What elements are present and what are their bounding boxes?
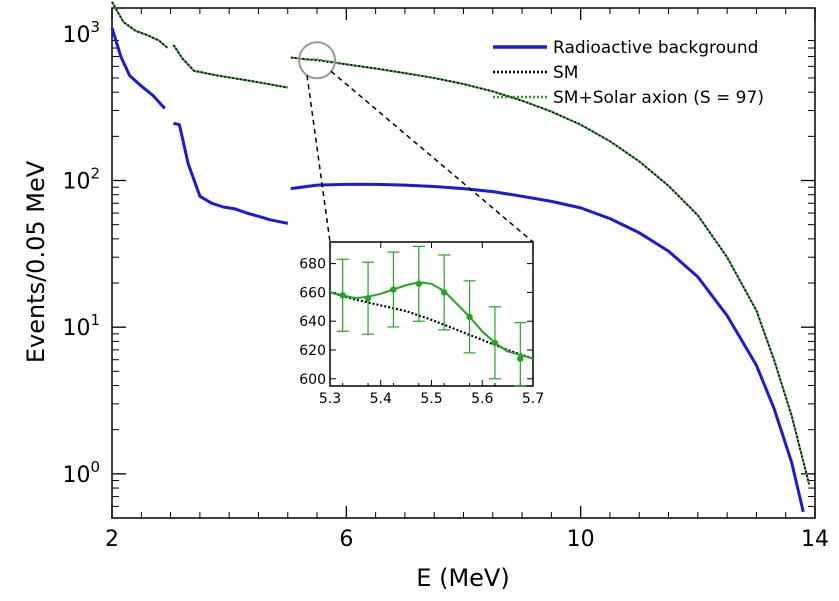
inset-y-tick-label: 620 xyxy=(299,343,326,359)
inset-data-point xyxy=(390,286,397,293)
inset-data-point xyxy=(517,355,524,362)
series-layer xyxy=(110,1,811,513)
legend: Radioactive background SM SM+Solar axion (… xyxy=(493,38,764,108)
inset-data-point xyxy=(491,339,499,346)
inset-data-point xyxy=(415,280,423,287)
inset-x-tick-label: 5.7 xyxy=(522,391,544,407)
inset-plot: 5.3 5.4 5.5 5.6 5.7 600 620 640 660 680 xyxy=(299,241,544,407)
inset-x-tick-label: 5.5 xyxy=(420,391,442,407)
legend-label: SM xyxy=(553,63,578,83)
zoom-circle xyxy=(298,41,337,80)
inset-y-tick-label: 640 xyxy=(299,314,326,330)
series-line-background xyxy=(290,182,805,513)
series-line-sm xyxy=(111,1,169,49)
series-line-background xyxy=(110,27,166,110)
inset-x-tick-label: 5.3 xyxy=(319,391,341,407)
x-axis-label: E (MeV) xyxy=(416,564,509,592)
zoom-connector-left xyxy=(306,75,331,243)
y-tick-label: 103 xyxy=(62,18,100,48)
legend-label: SM+Solar axion (S = 97) xyxy=(553,88,764,108)
inset-x-tick-label: 5.6 xyxy=(471,391,493,407)
series-line-axion xyxy=(290,56,811,485)
x-tick-label: 10 xyxy=(567,527,595,552)
inset-y-tick-label: 660 xyxy=(299,285,326,301)
series-line-axion xyxy=(111,1,169,49)
inset-x-tick-label: 5.4 xyxy=(370,391,392,407)
y-tick-label: 101 xyxy=(62,311,100,341)
zoom-layer xyxy=(298,41,534,243)
inset-y-tick-label: 680 xyxy=(299,257,326,273)
axis-ticks xyxy=(111,8,816,519)
series-line-sm xyxy=(172,44,288,89)
y-tick-label: 102 xyxy=(62,165,100,195)
series-line-axion xyxy=(172,44,288,89)
y-tick-label: 100 xyxy=(62,458,100,488)
legend-label: Radioactive background xyxy=(553,38,758,58)
zoom-connector-right xyxy=(330,70,534,243)
inset-data-point xyxy=(364,294,372,302)
inset-data-point xyxy=(466,313,473,321)
series-line-background xyxy=(173,121,289,225)
x-tick-label: 6 xyxy=(339,527,353,552)
inset-data-point xyxy=(339,292,346,299)
inset-frame xyxy=(329,241,534,387)
tick-labels: 2 6 10 14 100 101 102 103 xyxy=(62,18,829,552)
y-axis-label: Events/0.05 MeV xyxy=(22,160,50,363)
x-tick-label: 2 xyxy=(105,527,119,552)
inset-y-tick-label: 600 xyxy=(299,372,326,388)
x-tick-label: 14 xyxy=(801,527,829,552)
inset-axion-curve xyxy=(329,281,534,360)
inset-data-point xyxy=(440,289,448,296)
